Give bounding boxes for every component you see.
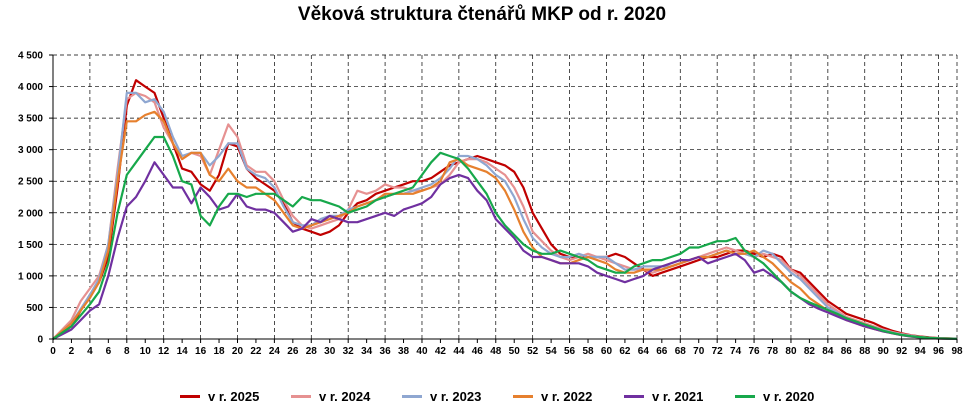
chart-title: Věková struktura čtenářů MKP od r. 2020	[297, 4, 667, 25]
y-tick-label: 4 000	[18, 82, 43, 93]
x-tick-label: 90	[878, 346, 890, 357]
x-tick-label: 26	[287, 346, 299, 357]
legend-swatch	[180, 394, 200, 398]
legend-label: v r. 2020	[763, 388, 815, 404]
x-tick-label: 92	[896, 346, 908, 357]
x-tick-label: 98	[951, 346, 963, 357]
x-tick-label: 4	[87, 346, 93, 357]
y-tick-label: 0	[37, 335, 43, 346]
legend-item: v r. 2025	[180, 384, 259, 408]
x-tick-label: 34	[361, 346, 373, 357]
y-tick-label: 3 500	[18, 114, 43, 125]
x-tick-label: 10	[140, 346, 152, 357]
legend-swatch	[402, 394, 422, 398]
x-tick-label: 72	[712, 346, 724, 357]
x-tick-label: 48	[490, 346, 502, 357]
x-tick-label: 28	[306, 346, 318, 357]
x-tick-label: 32	[343, 346, 355, 357]
x-tick-label: 36	[380, 346, 392, 357]
series-line	[52, 110, 958, 340]
legend-swatch	[735, 394, 755, 398]
x-tick-label: 14	[177, 346, 189, 357]
x-tick-label: 76	[748, 346, 760, 357]
x-tick-label: 50	[509, 346, 521, 357]
legend-label: v r. 2021	[652, 388, 704, 404]
x-tick-label: 20	[232, 346, 244, 357]
x-tick-label: 46	[472, 346, 484, 357]
legend-label: v r. 2023	[430, 388, 482, 404]
series-line	[52, 91, 958, 340]
x-tick-label: 40	[416, 346, 428, 357]
legend-item: v r. 2022	[513, 384, 592, 408]
x-tick-label: 42	[435, 346, 447, 357]
x-tick-label: 54	[546, 346, 558, 357]
series-lines	[52, 79, 958, 340]
legend-swatch	[624, 394, 644, 398]
x-tick-label: 74	[730, 346, 742, 357]
x-tick-label: 70	[693, 346, 705, 357]
x-tick-label: 60	[601, 346, 613, 357]
x-tick-label: 96	[933, 346, 945, 357]
legend-swatch	[513, 394, 533, 398]
x-tick-label: 56	[564, 346, 576, 357]
x-tick-label: 8	[124, 346, 130, 357]
x-tick-label: 24	[269, 346, 281, 357]
y-tick-label: 1 000	[18, 271, 43, 282]
legend-item: v r. 2023	[402, 384, 481, 408]
legend-item: v r. 2021	[624, 384, 703, 408]
x-tick-label: 44	[453, 346, 465, 357]
x-tick-label: 80	[785, 346, 797, 357]
legend: v r. 2025 v r. 2024 v r. 2023 v r. 2022 v r.…	[0, 384, 964, 408]
y-tick-label: 3 000	[18, 145, 43, 156]
x-tick-label: 58	[582, 346, 594, 357]
legend-label: v r. 2024	[319, 388, 371, 404]
x-tick-label: 78	[767, 346, 779, 357]
series-line	[52, 161, 958, 340]
series-line	[52, 79, 958, 340]
x-tick-label: 38	[398, 346, 410, 357]
x-tick-label: 94	[915, 346, 927, 357]
x-tick-label: 6	[106, 346, 112, 357]
x-tick-label: 86	[841, 346, 853, 357]
legend-item: v r. 2024	[291, 384, 370, 408]
x-tick-label: 12	[158, 346, 170, 357]
y-tick-label: 4 500	[18, 51, 43, 62]
x-tick-label: 0	[50, 346, 56, 357]
x-tick-label: 66	[656, 346, 668, 357]
y-tick-label: 2 500	[18, 177, 43, 188]
x-tick-label: 16	[195, 346, 207, 357]
series-line	[52, 135, 958, 340]
legend-swatch	[291, 394, 311, 398]
x-tick-label: 88	[859, 346, 871, 357]
x-tick-label: 84	[822, 346, 834, 357]
series-line	[52, 91, 958, 340]
x-tick-label: 62	[619, 346, 631, 357]
x-tick-label: 82	[804, 346, 816, 357]
y-tick-label: 500	[26, 303, 43, 314]
legend-label: v r. 2025	[208, 388, 260, 404]
y-tick-label: 1 500	[18, 240, 43, 251]
y-tick-label: 2 000	[18, 208, 43, 219]
legend-item: v r. 2020	[735, 384, 814, 408]
x-tick-label: 22	[250, 346, 262, 357]
x-tick-label: 52	[527, 346, 539, 357]
x-tick-label: 68	[675, 346, 687, 357]
x-tick-label: 64	[638, 346, 650, 357]
x-tick-label: 18	[213, 346, 225, 357]
legend-label: v r. 2022	[541, 388, 593, 404]
x-tick-label: 2	[69, 346, 75, 357]
x-tick-label: 30	[324, 346, 336, 357]
